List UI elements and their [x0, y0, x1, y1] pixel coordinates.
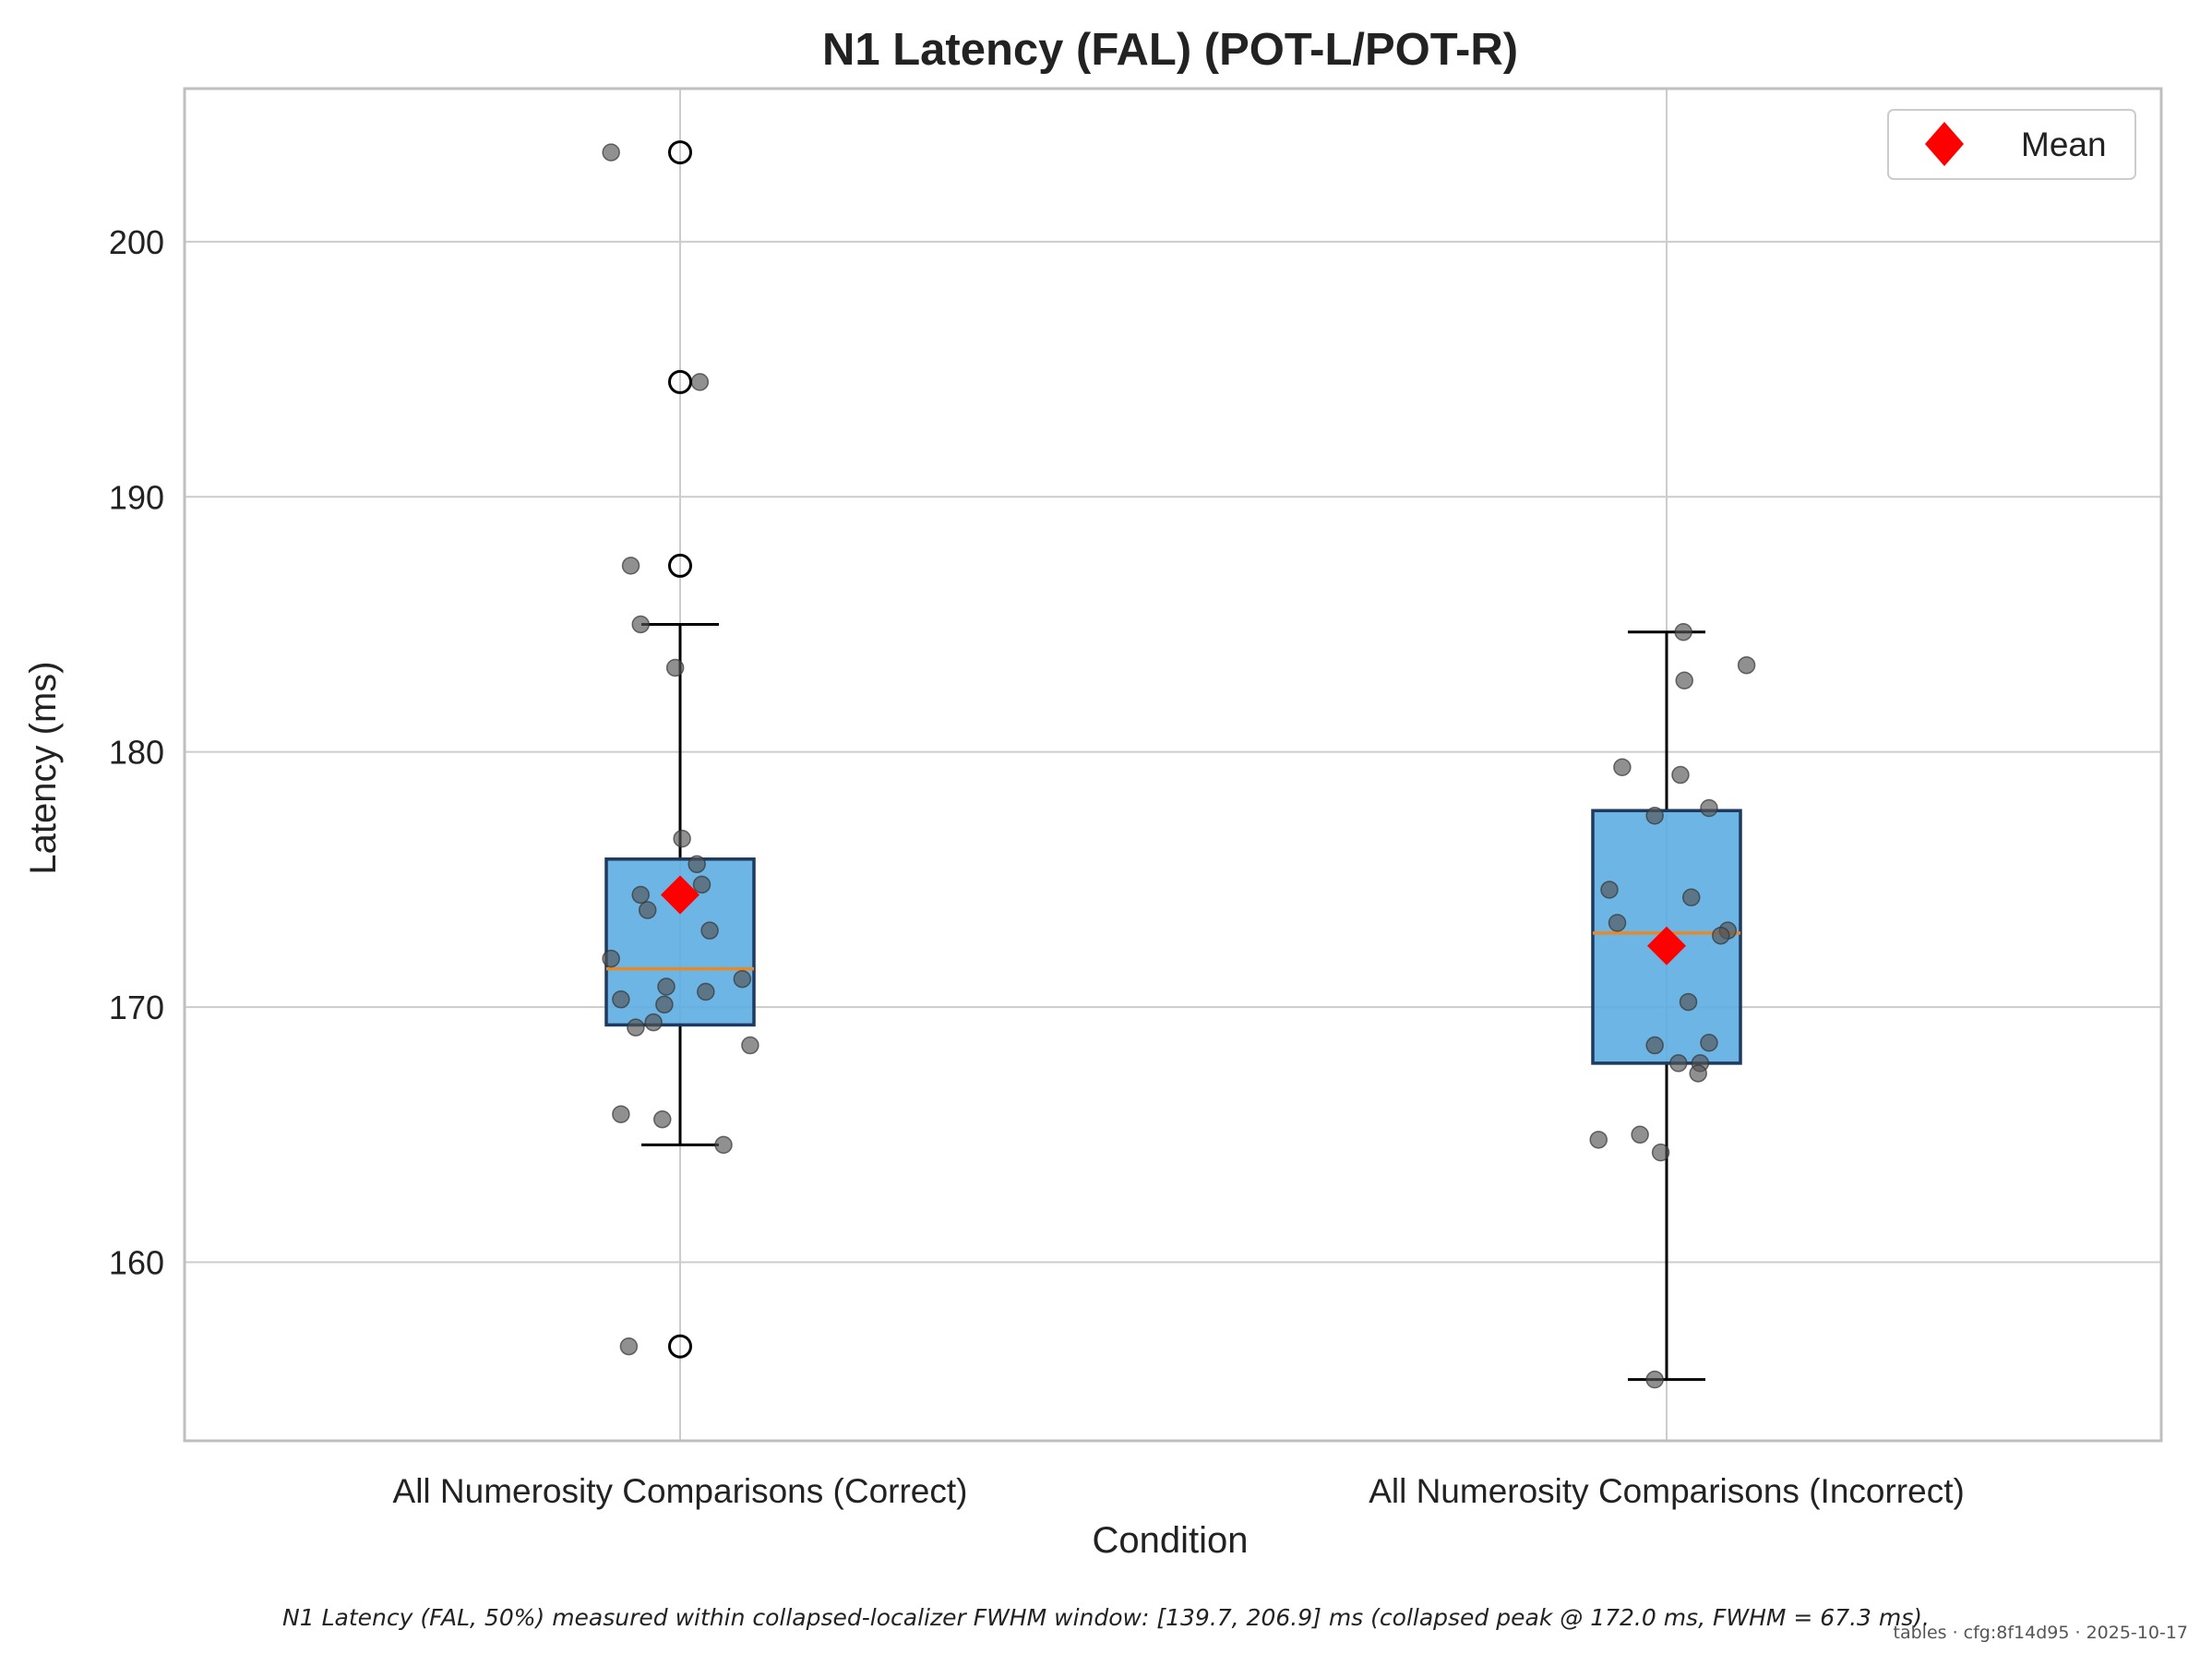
jitter-point	[1681, 888, 1701, 906]
boxes	[604, 622, 1742, 1382]
jitter-point	[655, 995, 674, 1014]
jitter-point	[631, 885, 650, 905]
jitter-point	[1674, 623, 1692, 641]
jitter-point	[602, 949, 620, 968]
jitter-point	[1712, 926, 1730, 945]
outliers	[668, 140, 692, 1359]
jitter-point	[1689, 1064, 1707, 1083]
data-points	[602, 143, 1756, 1389]
jitter-point	[1675, 671, 1693, 690]
y-tick-label: 180	[109, 734, 164, 772]
jitter-point	[714, 1135, 733, 1155]
jitter-point	[1645, 1036, 1664, 1055]
jitter-point	[1700, 798, 1718, 818]
jitter-point	[1600, 881, 1619, 899]
jitter-point	[621, 557, 640, 575]
jitter-point	[690, 373, 710, 391]
y-tick-label: 200	[109, 223, 164, 261]
jitter-point	[700, 921, 719, 940]
jitter-point	[1645, 807, 1664, 825]
outlier-marker	[668, 553, 692, 578]
jitter-point	[1737, 655, 1756, 675]
jitter-point	[692, 875, 711, 894]
jitter-point	[673, 829, 691, 848]
version-stamp: tables · cfg:8f14d95 · 2025-10-17	[1893, 1623, 2188, 1643]
jitter-point	[602, 143, 620, 162]
jitter-point	[631, 615, 650, 634]
x-tick-label: All Numerosity Comparisons (Incorrect)	[1369, 1472, 1965, 1510]
legend-mean-marker	[1925, 122, 1964, 166]
jitter-point	[733, 969, 752, 989]
footnote: N1 Latency (FAL, 50%) measured within co…	[282, 1604, 1930, 1631]
outlier-marker	[668, 1334, 692, 1359]
jitter-point	[665, 658, 685, 677]
jitter-point	[1589, 1131, 1608, 1149]
y-tick-label: 160	[109, 1244, 164, 1282]
jitter-point	[1613, 758, 1632, 777]
jitter-point	[612, 990, 630, 1009]
outlier-marker	[668, 140, 692, 165]
jitter-point	[1679, 992, 1698, 1012]
jitter-point	[1671, 765, 1690, 785]
jitter-point	[653, 1109, 672, 1129]
jitter-point	[1631, 1125, 1649, 1145]
x-axis-label: Condition	[1092, 1520, 1248, 1561]
jitter-point	[1669, 1054, 1688, 1073]
jitter-point	[741, 1036, 759, 1055]
mean-marker	[661, 875, 699, 915]
y-tick-label: 190	[109, 478, 164, 516]
legend-frame	[1887, 109, 2136, 180]
means	[661, 875, 1686, 965]
x-tick-label: All Numerosity Comparisons (Correct)	[393, 1472, 968, 1510]
jitter-point	[638, 901, 657, 919]
mean-marker	[1647, 926, 1686, 965]
jitter-point	[1651, 1143, 1670, 1162]
legend: Mean	[1887, 109, 2136, 180]
jitter-point	[1700, 1034, 1718, 1052]
jitter-point	[1645, 1370, 1664, 1389]
plot-frame	[183, 87, 2163, 1443]
tick-labels: 160 170 180 190 200 All Numerosity Comparison…	[109, 223, 1965, 1510]
jitter-point	[627, 1018, 645, 1037]
jitter-point	[1608, 914, 1627, 932]
jitter-point	[619, 1336, 639, 1356]
chart-title: N1 Latency (FAL) (POT-L/POT-R)	[822, 25, 1518, 75]
y-tick-label: 170	[109, 989, 164, 1026]
jitter-point	[644, 1013, 663, 1032]
jitter-point	[688, 855, 706, 874]
jitter-point	[612, 1105, 630, 1123]
jitter-point	[697, 982, 715, 1001]
jitter-point	[657, 977, 676, 996]
grid-lines	[185, 89, 2161, 1441]
outlier-marker	[668, 369, 692, 394]
y-axis-label: Latency (ms)	[23, 661, 64, 874]
legend-mean-label: Mean	[2021, 126, 2107, 163]
